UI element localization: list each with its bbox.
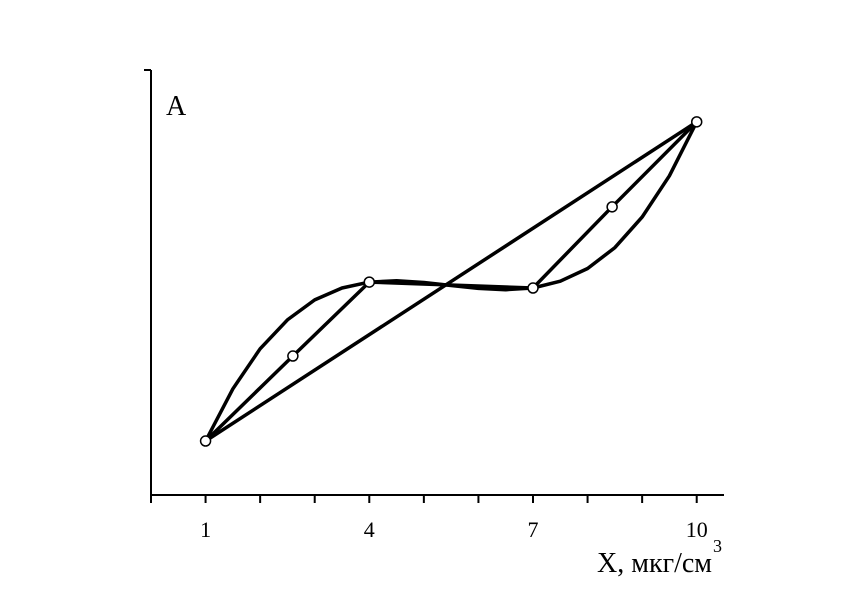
y-axis-label: A — [166, 91, 187, 122]
data-point — [287, 350, 299, 362]
series-line — [204, 121, 699, 442]
data-point — [199, 435, 212, 447]
data-point — [690, 116, 703, 128]
data-point — [606, 201, 618, 213]
series-line — [204, 120, 698, 443]
x-tick-label: 10 — [686, 517, 708, 542]
x-axis-label-superscript: 3 — [713, 536, 722, 556]
data-point — [527, 282, 539, 294]
data-point — [363, 276, 376, 288]
x-axis-label: X, мкг/см — [597, 548, 712, 579]
x-tick-label: 1 — [200, 517, 211, 542]
x-tick-label: 7 — [528, 517, 539, 542]
x-tick-label: 4 — [364, 517, 375, 542]
